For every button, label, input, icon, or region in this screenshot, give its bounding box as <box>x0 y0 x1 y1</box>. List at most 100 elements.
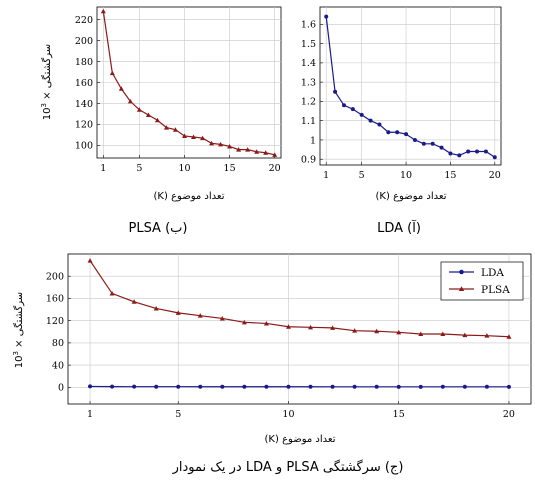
plsa-plsa-point <box>200 135 206 141</box>
combined-y-tick-label: 200 <box>46 272 64 283</box>
lda-lda-point <box>395 130 400 135</box>
combined-lda-point <box>330 384 335 389</box>
lda-y-tick-label: 1.3 <box>301 77 316 88</box>
lda-x-tick-label: 15 <box>444 170 456 181</box>
legend-plsa-marker <box>458 286 465 291</box>
plsa-plsa-point <box>145 112 151 118</box>
combined-plsa-point <box>131 299 137 304</box>
lda-panel: 1 5 10 15 200.911.11.21.31.41.51.6 تعداد موض… <box>301 6 502 236</box>
combined-y-tick-label: 160 <box>46 294 64 305</box>
plsa-y-tick-label: 100 <box>75 141 93 152</box>
plsa-plsa-point <box>218 141 224 147</box>
combined-legend: LDA PLSA <box>440 261 524 301</box>
combined-plsa-point <box>374 328 380 334</box>
combined-x-tick-label: 10 <box>282 409 294 420</box>
combined-plsa-point <box>241 319 247 325</box>
combined-lda-point <box>176 384 181 389</box>
lda-lda-point <box>430 141 435 146</box>
combined-plsa-point <box>263 320 269 326</box>
plsa-y-tick-label: 220 <box>75 15 93 26</box>
plsa-plsa-point <box>136 107 142 112</box>
combined-y-axis-label: سرگشتگی × 103 <box>12 292 25 368</box>
lda-lda-point <box>350 107 355 112</box>
lda-lda-point <box>359 112 364 117</box>
lda-lda-point <box>333 89 338 94</box>
combined-lda-point <box>352 384 357 389</box>
combined-plsa-point <box>330 325 336 330</box>
combined-lda-point <box>88 384 93 389</box>
combined-lda-point <box>286 384 291 389</box>
combined-x-axis-label: تعداد موضوع (K) <box>265 434 336 445</box>
lda-plot-frame <box>319 6 502 166</box>
lda-y-tick-label: 1 <box>310 135 316 146</box>
plsa-x-tick-label: 20 <box>269 163 281 174</box>
combined-y-tick-label: 120 <box>46 316 64 327</box>
combined-lda-point <box>374 384 379 389</box>
plsa-y-tick-label: 120 <box>75 120 93 131</box>
lda-lda-point <box>341 103 346 108</box>
plsa-grid <box>97 7 281 158</box>
plsa-plsa-point <box>254 149 260 154</box>
lda-lda-point <box>466 149 471 154</box>
lda-lda-point <box>475 149 480 154</box>
plsa-plsa-point <box>154 117 160 123</box>
combined-y-tick-label: 80 <box>52 338 64 349</box>
combined-series <box>87 258 512 389</box>
lda-tick-labels: 1 5 10 15 200.911.11.21.31.41.51.6 <box>301 20 501 181</box>
combined-plot-frame <box>67 253 532 405</box>
lda-x-tick-label: 10 <box>400 170 412 181</box>
combined-y-tick-label: 0 <box>58 383 64 394</box>
lda-lda-point <box>404 132 409 137</box>
plsa-plsa-point <box>172 127 178 132</box>
combined-plsa-point <box>87 258 93 263</box>
plsa-plsa-line <box>102 11 275 156</box>
lda-lda-point <box>377 122 382 127</box>
combined-lda-point <box>308 384 313 389</box>
combined-lda-point <box>506 384 511 389</box>
combined-plsa-point <box>197 313 203 318</box>
combined-plsa-point <box>285 324 291 329</box>
lda-lda-point <box>439 145 444 150</box>
lda-lda-point <box>368 118 373 123</box>
plsa-plsa-point <box>209 140 215 146</box>
combined-plsa-point <box>109 290 115 296</box>
plsa-plsa-point <box>163 125 169 130</box>
plsa-x-axis-label: تعداد موضوع (K) <box>154 191 225 202</box>
plsa-x-tick-label: 5 <box>136 163 142 174</box>
lda-lda-point <box>492 155 497 160</box>
combined-plsa-point <box>352 328 358 333</box>
combined-plsa-point <box>440 331 446 336</box>
legend-lda-label: LDA <box>481 267 504 279</box>
combined-x-tick-label: 20 <box>503 409 515 420</box>
plsa-plsa-point <box>181 133 187 138</box>
lda-y-tick-label: 1.4 <box>301 58 316 69</box>
combined-lda-point <box>484 384 489 389</box>
plsa-x-tick-label: 15 <box>224 163 236 174</box>
plsa-plsa-point <box>109 70 115 76</box>
combined-plsa-point <box>175 310 181 315</box>
lda-series <box>324 14 497 160</box>
plsa-plsa-point <box>127 98 133 104</box>
combined-plsa-point <box>153 305 159 311</box>
lda-y-tick-label: 1.6 <box>301 20 316 31</box>
plsa-caption: PLSA (ب) <box>128 221 187 236</box>
plsa-series <box>100 8 278 157</box>
plsa-y-tick-label: 160 <box>75 78 93 89</box>
lda-lda-point <box>457 153 462 158</box>
lda-y-tick-label: 1.2 <box>301 97 316 108</box>
combined-x-tick-label: 1 <box>87 409 93 420</box>
combined-plsa-point <box>418 331 424 336</box>
combined-x-tick-label: 15 <box>393 409 405 420</box>
combined-lda-point <box>110 384 115 389</box>
lda-caption: LDA (آ) <box>377 219 421 236</box>
legend-lda-marker <box>459 269 464 275</box>
lda-x-tick-label: 5 <box>359 170 365 181</box>
legend-box <box>440 261 524 301</box>
lda-lda-point <box>386 130 391 135</box>
legend-plsa-label: PLSA <box>481 284 510 296</box>
combined-plsa-point <box>396 329 402 335</box>
combined-plsa-point <box>308 324 314 330</box>
plsa-plsa-point <box>191 134 197 140</box>
